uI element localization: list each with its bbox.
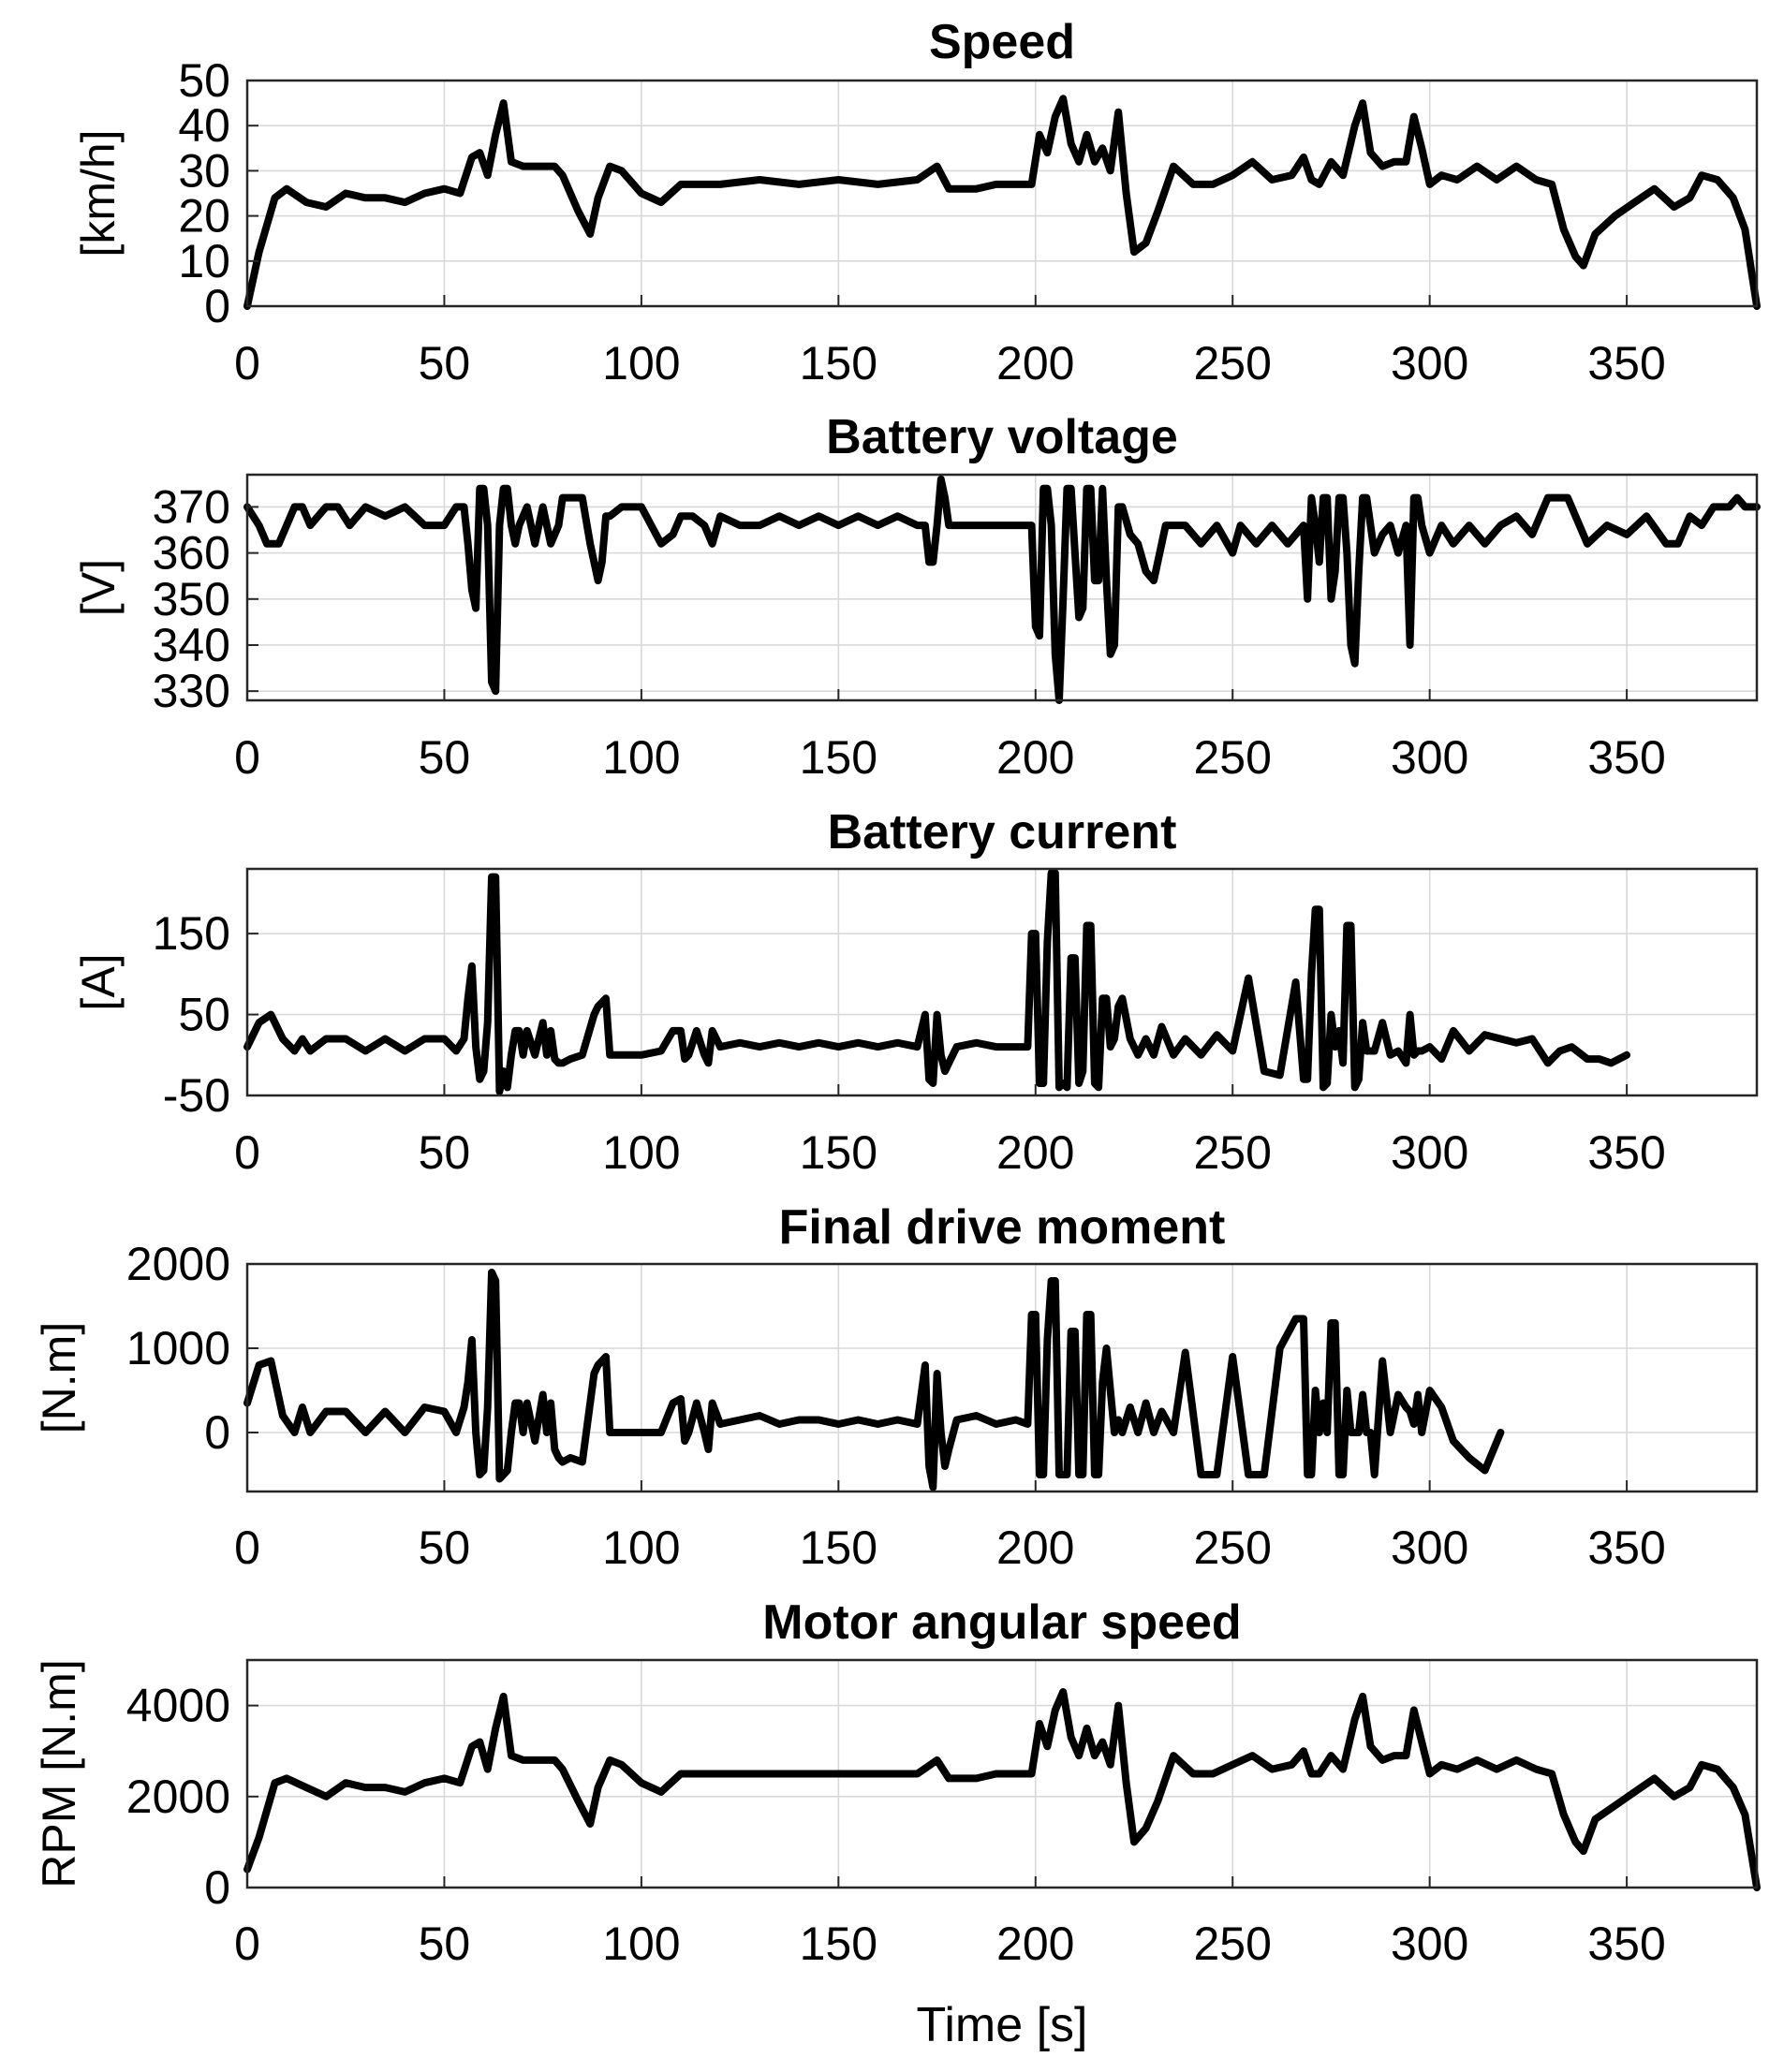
series-line (243, 95, 1761, 310)
y-tick-label: 40 (178, 99, 230, 152)
series-line (243, 869, 1631, 1095)
x-tick-label: 100 (602, 1521, 680, 1574)
y-tick-label: 50 (178, 54, 230, 107)
panel-title: Motor angular speed (762, 1595, 1241, 1650)
x-tick-label: 350 (1587, 1918, 1665, 1970)
x-tick-label: 100 (602, 337, 680, 389)
x-tick-label: 250 (1194, 1521, 1272, 1574)
plot-frame (245, 79, 1759, 308)
y-tick-label: 360 (153, 527, 230, 580)
x-tick-label: 200 (996, 731, 1074, 784)
panel-title: Speed (929, 15, 1075, 69)
y-tick-label: 4000 (126, 1680, 230, 1732)
y-tick-label: 10 (178, 235, 230, 287)
y-axis-label: RPM [N.m] (33, 1659, 85, 1888)
y-tick-label: 1000 (126, 1322, 230, 1374)
y-tick-label: 2000 (126, 1238, 230, 1290)
y-tick-label: 0 (204, 280, 230, 332)
x-tick-label: 150 (800, 1126, 877, 1179)
x-tick-label: 50 (419, 731, 471, 784)
x-tick-label: 200 (996, 337, 1074, 389)
plot-frame (245, 867, 1759, 1097)
y-tick-label: 370 (153, 480, 230, 533)
x-tick-label: 200 (996, 1521, 1074, 1574)
plot-frame (245, 1262, 1759, 1493)
panel-battery-voltage: Battery voltage [V] 0 50 100 150 200 250 300 35… (72, 410, 1761, 784)
plot-frame (245, 1658, 1759, 1889)
x-tick-label: 250 (1194, 1918, 1272, 1970)
x-tick-label: 350 (1587, 337, 1665, 389)
x-tick-label: 300 (1391, 1126, 1468, 1179)
x-tick-label: 0 (234, 337, 260, 389)
y-tick-label: 0 (204, 1406, 230, 1459)
x-tick-label: 0 (234, 1521, 260, 1574)
y-tick-label: 330 (153, 665, 230, 717)
x-tick-label: 0 (234, 731, 260, 784)
x-tick-label: 150 (800, 731, 877, 784)
x-tick-label: 50 (419, 1521, 471, 1574)
y-tick-label: 0 (204, 1861, 230, 1914)
x-tick-label: 350 (1587, 1521, 1665, 1574)
x-tick-label: 300 (1391, 1918, 1468, 1970)
panel-title: Battery current (828, 805, 1177, 860)
y-axis-label: [A] (72, 953, 125, 1010)
y-tick-label: 50 (178, 989, 230, 1041)
x-tick-label: 100 (602, 1126, 680, 1179)
panel-speed: Speed [km/h] 0 50 100 150 200 250 300 350 010203… (72, 15, 1761, 389)
x-tick-label: 50 (419, 1126, 471, 1179)
y-tick-label: 350 (153, 573, 230, 625)
x-tick-label: 250 (1194, 731, 1272, 784)
y-tick-label: -50 (163, 1069, 230, 1122)
plot-frame (245, 473, 1759, 702)
y-axis-label: [V] (72, 559, 125, 616)
x-tick-label: 350 (1587, 731, 1665, 784)
series-line (243, 1269, 1505, 1492)
x-tick-label: 350 (1587, 1126, 1665, 1179)
x-axis-label: Time [s] (917, 1998, 1088, 2052)
x-tick-label: 50 (419, 337, 471, 389)
y-tick-label: 150 (153, 907, 230, 960)
panel-battery-current: Battery current [A] 0 50 100 150 200 250 300 35… (72, 805, 1759, 1179)
panel-final-drive-moment: Final drive moment [N.m] 0 50 100 150 200 250… (33, 1200, 1759, 1574)
series-line (243, 475, 1761, 704)
y-tick-label: 2000 (126, 1771, 230, 1823)
series-line (243, 1688, 1761, 1891)
x-tick-label: 300 (1391, 1521, 1468, 1574)
x-tick-label: 100 (602, 1918, 680, 1970)
x-tick-label: 250 (1194, 337, 1272, 389)
x-tick-label: 150 (800, 1521, 877, 1574)
y-tick-label: 340 (153, 619, 230, 671)
x-tick-label: 0 (234, 1126, 260, 1179)
y-tick-label: 20 (178, 190, 230, 242)
x-tick-label: 250 (1194, 1126, 1272, 1179)
x-tick-label: 0 (234, 1918, 260, 1970)
panel-title: Battery voltage (826, 410, 1178, 464)
x-tick-label: 150 (800, 1918, 877, 1970)
panel-motor-angular-speed: Motor angular speed RPM [N.m] Time [s] 0… (33, 1595, 1761, 2052)
x-tick-label: 200 (996, 1126, 1074, 1179)
y-axis-label: [km/h] (72, 129, 125, 257)
x-tick-label: 150 (800, 337, 877, 389)
x-tick-label: 100 (602, 731, 680, 784)
y-axis-label: [N.m] (33, 1322, 85, 1433)
y-tick-label: 30 (178, 144, 230, 197)
x-tick-label: 300 (1391, 337, 1468, 389)
x-tick-label: 300 (1391, 731, 1468, 784)
panel-title: Final drive moment (779, 1200, 1226, 1255)
x-tick-label: 200 (996, 1918, 1074, 1970)
x-tick-label: 50 (419, 1918, 471, 1970)
